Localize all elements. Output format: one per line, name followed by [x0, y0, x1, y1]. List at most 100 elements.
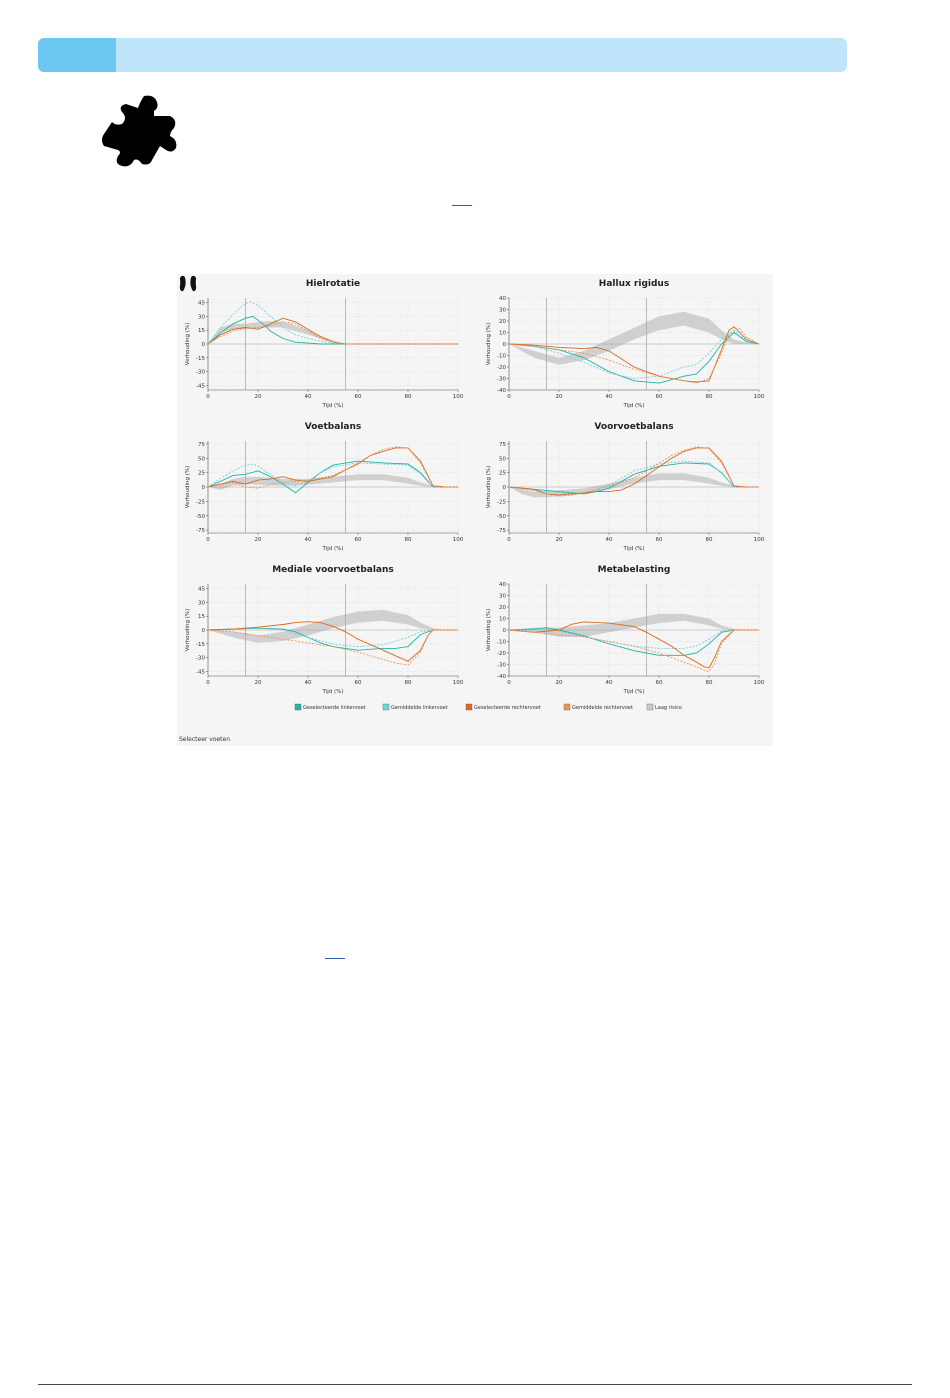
y-tick-label: 0 [202, 485, 206, 491]
x-tick-label: 80 [405, 537, 412, 543]
x-tick-label: 40 [606, 680, 613, 686]
puzzle-piece-icon [102, 95, 177, 167]
y-tick-label: -75 [497, 528, 506, 534]
y-axis-label: Verhouding (%) [185, 609, 191, 651]
y-tick-label: 0 [202, 342, 206, 348]
y-tick-label: 40 [499, 296, 506, 302]
y-tick-label: -20 [497, 365, 506, 371]
x-tick-label: 0 [206, 537, 210, 543]
legend-swatch [382, 703, 390, 711]
series-line-3 [508, 621, 759, 669]
y-tick-label: -40 [497, 388, 506, 394]
x-tick-label: 20 [556, 680, 563, 686]
x-tick-label: 60 [656, 394, 663, 400]
header-tab [38, 38, 116, 72]
feet-icon[interactable] [177, 274, 199, 294]
y-tick-label: 75 [499, 442, 506, 448]
legend-item-3[interactable]: Geselecteerde rechtervoet [465, 703, 541, 711]
x-tick-label: 20 [556, 537, 563, 543]
x-tick-label: 100 [453, 537, 464, 543]
x-tick-label: 80 [706, 537, 713, 543]
series-line-3 [508, 447, 759, 496]
legend-swatch [465, 703, 473, 711]
y-tick-label: -30 [497, 377, 506, 383]
low-risk-band [509, 613, 759, 637]
y-axis-label: Verhouding (%) [486, 609, 492, 651]
legend-label: Geselecteerde rechtervoet [474, 705, 541, 711]
y-tick-label: 20 [499, 319, 506, 325]
x-tick-label: 100 [453, 680, 464, 686]
y-tick-label: 25 [499, 471, 506, 477]
x-tick-label: 60 [656, 537, 663, 543]
x-tick-label: 0 [206, 680, 210, 686]
chart-title: Voetbalans [305, 422, 362, 432]
y-tick-label: -30 [196, 370, 205, 376]
y-tick-label: 15 [198, 328, 205, 334]
series-line-2 [508, 329, 760, 379]
y-tick-label: 30 [198, 600, 205, 606]
x-axis-label: Tijd (%) [321, 689, 343, 695]
y-tick-label: -45 [196, 669, 205, 675]
legend-swatch [294, 703, 302, 711]
x-tick-label: 20 [255, 537, 262, 543]
chart-title: Voorvoetbalans [594, 422, 673, 432]
chart-title: Mediale voorvoetbalans [272, 565, 394, 575]
series-line-1 [207, 315, 458, 345]
x-tick-label: 60 [355, 537, 362, 543]
y-tick-label: 45 [198, 301, 205, 307]
x-axis-label: Tijd (%) [321, 546, 343, 552]
y-tick-label: 50 [499, 456, 506, 462]
low-risk-band [509, 311, 759, 365]
series-line-2 [508, 460, 759, 495]
y-axis-label: Verhouding (%) [185, 323, 191, 365]
series-line-4 [207, 321, 458, 345]
y-tick-label: 0 [503, 342, 507, 348]
x-tick-label: 80 [706, 394, 713, 400]
series-line-2 [207, 627, 458, 648]
x-tick-label: 100 [754, 394, 765, 400]
link-underline-top[interactable] [452, 205, 472, 206]
series-line-4 [508, 446, 759, 497]
link-underline-bottom[interactable] [325, 958, 345, 959]
y-tick-label: 40 [499, 582, 506, 588]
low-risk-band [208, 321, 346, 344]
x-tick-label: 80 [405, 394, 412, 400]
series-line-4 [508, 327, 760, 384]
y-tick-label: -20 [497, 651, 506, 657]
series-line-1 [207, 460, 458, 494]
x-tick-label: 60 [656, 680, 663, 686]
series-line-1 [508, 331, 760, 384]
x-tick-label: 60 [355, 394, 362, 400]
legend-swatch [563, 703, 571, 711]
y-tick-label: 0 [202, 628, 206, 634]
select-feet-label[interactable]: Selecteer voeten [179, 736, 231, 743]
header-bar [38, 38, 847, 72]
y-tick-label: -75 [196, 528, 205, 534]
x-tick-label: 20 [556, 394, 563, 400]
legend-item-4[interactable]: Gemiddelde rechtervoet [563, 703, 633, 711]
x-tick-label: 40 [606, 537, 613, 543]
y-tick-label: 50 [198, 456, 205, 462]
x-tick-label: 40 [305, 680, 312, 686]
y-tick-label: 30 [198, 314, 205, 320]
y-axis-label: Verhouding (%) [486, 323, 492, 365]
legend-item-2[interactable]: Gemiddelde linkervoet [382, 703, 448, 711]
series-line-1 [207, 627, 458, 651]
y-tick-label: 30 [499, 308, 506, 314]
y-tick-label: -10 [497, 640, 506, 646]
x-tick-label: 40 [606, 394, 613, 400]
x-axis-label: Tijd (%) [622, 689, 644, 695]
legend-item-1[interactable]: Geselecteerde linkervoet [294, 703, 366, 711]
x-tick-label: 20 [255, 680, 262, 686]
legend-item-5[interactable]: Laag risico [646, 703, 682, 711]
legend-label: Laag risico [655, 705, 682, 711]
y-tick-label: 30 [499, 594, 506, 600]
y-tick-label: -40 [497, 674, 506, 680]
y-tick-label: -15 [196, 642, 205, 648]
x-tick-label: 100 [754, 537, 765, 543]
y-tick-label: 10 [499, 331, 506, 337]
